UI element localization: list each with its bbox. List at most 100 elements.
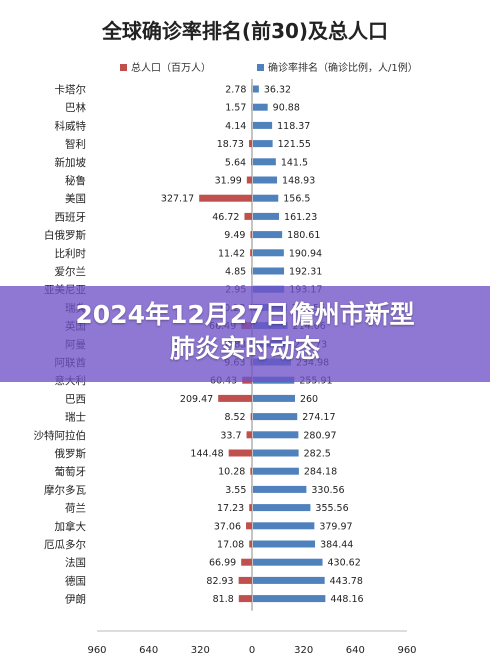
bar-population xyxy=(241,558,252,566)
bar-population xyxy=(249,540,252,548)
legend: 总人口（百万人） 确诊率排名（确诊比例，人/1例） xyxy=(120,61,418,74)
bar-confirmed-rate xyxy=(253,504,311,512)
bar-confirmed-rate xyxy=(253,249,284,257)
category-label: 法国 xyxy=(65,556,86,569)
category-label: 卡塔尔 xyxy=(55,83,87,96)
bar-population xyxy=(250,413,252,421)
legend-label-confirmed-rate: 确诊率排名（确诊比例，人/1例） xyxy=(268,61,418,74)
data-label-confirmed-rate: 260 xyxy=(300,394,318,405)
bar-population xyxy=(250,467,252,475)
data-label-population: 5.64 xyxy=(225,157,246,168)
bar-population xyxy=(238,576,252,584)
data-label-population: 10.28 xyxy=(218,467,245,478)
category-label: 美国 xyxy=(65,192,86,205)
legend-swatch-confirmed-rate xyxy=(257,64,264,71)
news-banner xyxy=(0,286,490,382)
data-label-population: 33.7 xyxy=(220,430,241,441)
bar-confirmed-rate xyxy=(253,103,268,111)
data-label-confirmed-rate: 443.78 xyxy=(330,576,363,587)
chart-title: 全球确诊率排名(前30)及总人口 xyxy=(101,19,388,43)
data-label-confirmed-rate: 156.5 xyxy=(283,194,310,205)
data-label-population: 2.78 xyxy=(225,85,246,96)
data-label-population: 18.73 xyxy=(217,139,244,150)
data-label-confirmed-rate: 192.31 xyxy=(289,267,322,278)
bar-population xyxy=(251,121,252,129)
data-label-confirmed-rate: 284.18 xyxy=(304,467,337,478)
category-label: 俄罗斯 xyxy=(55,447,87,460)
bar-confirmed-rate xyxy=(253,231,283,239)
bar-confirmed-rate xyxy=(253,158,276,166)
category-label: 爱尔兰 xyxy=(55,265,87,278)
data-label-confirmed-rate: 448.16 xyxy=(330,594,363,605)
bar-confirmed-rate xyxy=(253,595,326,603)
bar-population xyxy=(238,595,252,603)
bar-confirmed-rate xyxy=(253,431,299,439)
bar-confirmed-rate xyxy=(253,467,299,475)
category-label: 加拿大 xyxy=(55,520,87,533)
x-tick-label: 0 xyxy=(249,645,255,656)
data-label-population: 37.06 xyxy=(214,521,241,532)
data-label-population: 17.23 xyxy=(217,503,244,514)
bar-confirmed-rate xyxy=(253,212,280,220)
category-label: 瑞士 xyxy=(65,411,86,424)
data-label-confirmed-rate: 379.97 xyxy=(319,521,352,532)
data-label-confirmed-rate: 141.5 xyxy=(281,157,308,168)
x-tick-label: 640 xyxy=(139,645,158,656)
data-label-confirmed-rate: 148.93 xyxy=(282,176,315,187)
bar-population xyxy=(246,176,252,184)
data-label-population: 3.55 xyxy=(225,485,246,496)
news-banner-line-1: 2024年12月27日儋州市新型 xyxy=(75,300,415,329)
bar-confirmed-rate xyxy=(253,140,273,148)
news-banner-line-2: 肺炎实时动态 xyxy=(169,334,320,363)
bar-population xyxy=(218,394,252,402)
bar-confirmed-rate xyxy=(253,576,325,584)
news-banner-text: 2024年12月27日儋州市新型 肺炎实时动态 xyxy=(0,298,490,366)
bar-confirmed-rate xyxy=(253,267,285,275)
data-label-population: 4.85 xyxy=(225,267,246,278)
bar-confirmed-rate xyxy=(253,85,259,93)
data-label-population: 9.49 xyxy=(224,230,245,241)
bar-population xyxy=(251,485,252,493)
bar-population xyxy=(199,194,252,202)
x-tick-labels: 960 640 320 0 320 640 960 xyxy=(87,645,416,656)
bar-population xyxy=(251,267,252,275)
bar-confirmed-rate xyxy=(253,394,295,402)
bar-population xyxy=(251,85,252,93)
data-label-population: 66.99 xyxy=(209,558,236,569)
bar-confirmed-rate xyxy=(253,540,316,548)
data-label-confirmed-rate: 274.17 xyxy=(302,412,335,423)
category-label: 科威特 xyxy=(55,119,87,132)
data-label-confirmed-rate: 180.61 xyxy=(287,230,320,241)
category-label: 厄瓜多尔 xyxy=(44,538,86,551)
x-tick-label: 960 xyxy=(397,645,416,656)
data-label-population: 4.14 xyxy=(225,121,246,132)
category-label: 摩尔多瓦 xyxy=(44,483,86,496)
bar-population xyxy=(250,249,252,257)
category-label: 荷兰 xyxy=(65,502,86,515)
bar-population xyxy=(251,158,252,166)
bar-population xyxy=(244,212,252,220)
data-label-population: 46.72 xyxy=(212,212,239,223)
bar-population xyxy=(246,431,252,439)
bar-confirmed-rate xyxy=(253,522,315,530)
data-label-confirmed-rate: 118.37 xyxy=(277,121,310,132)
category-label: 巴林 xyxy=(65,101,86,114)
data-label-confirmed-rate: 190.94 xyxy=(289,248,322,259)
data-label-confirmed-rate: 355.56 xyxy=(315,503,348,514)
bar-confirmed-rate xyxy=(253,176,278,184)
data-label-population: 144.48 xyxy=(190,449,223,460)
bar-confirmed-rate xyxy=(253,194,279,202)
data-label-population: 327.17 xyxy=(161,194,194,205)
data-label-population: 1.57 xyxy=(225,103,246,114)
data-label-confirmed-rate: 330.56 xyxy=(311,485,344,496)
category-label: 新加坡 xyxy=(55,156,87,169)
bar-population xyxy=(249,504,252,512)
category-label: 秘鲁 xyxy=(65,174,86,187)
bar-population xyxy=(251,103,252,111)
bar-confirmed-rate xyxy=(253,485,307,493)
x-tick-label: 320 xyxy=(191,645,210,656)
x-tick-label: 640 xyxy=(346,645,365,656)
bar-confirmed-rate xyxy=(253,449,299,457)
bar-confirmed-rate xyxy=(253,121,273,129)
category-label: 德国 xyxy=(65,574,86,587)
